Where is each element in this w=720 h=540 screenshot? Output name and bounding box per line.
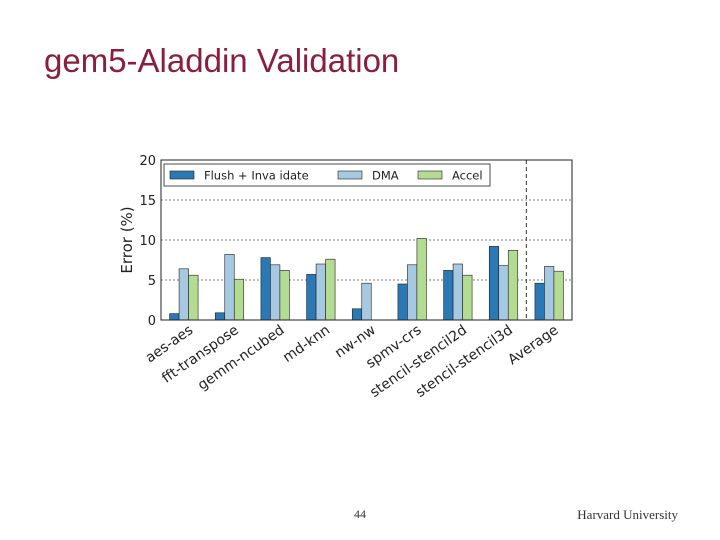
legend-box: [163, 163, 491, 187]
y-tick-label: 10: [139, 234, 156, 249]
bar: [233, 278, 245, 321]
legend-swatch: [169, 170, 195, 180]
bar: [507, 250, 519, 321]
y-tick-label: 15: [139, 194, 156, 209]
legend: Flush + Inva idate DMA Accel: [163, 163, 491, 187]
bar: [361, 282, 372, 321]
bar: [534, 282, 545, 321]
legend-swatch: [417, 170, 443, 180]
bar: [443, 270, 454, 321]
legend-label: DMA: [372, 169, 399, 183]
bar: [462, 274, 473, 321]
bar: [279, 270, 290, 321]
legend-label: Flush + Inva idate: [204, 169, 309, 183]
bar: [498, 265, 509, 321]
x-tick-label: Average: [505, 322, 561, 368]
bar: [351, 308, 363, 321]
bar: [306, 274, 317, 321]
page-number: 44: [354, 507, 366, 521]
legend-swatch: [337, 170, 363, 180]
bars: [169, 238, 564, 321]
bar: [553, 270, 564, 321]
bar: [270, 264, 281, 321]
bar: [315, 263, 326, 321]
y-tick-label: 5: [148, 274, 156, 289]
x-tick-label: md-knn: [280, 322, 333, 366]
bar: [407, 264, 418, 321]
slide-title: gem5-Aladdin Validation: [44, 42, 400, 79]
plot-frame: [160, 159, 573, 321]
bar: [188, 274, 199, 321]
bar: [224, 254, 235, 321]
bar: [325, 258, 336, 321]
bar: [260, 257, 271, 321]
y-tick-label: 0: [148, 314, 156, 329]
bar: [397, 283, 408, 321]
y-axis-label: Error (%): [118, 206, 136, 273]
bar: [452, 263, 463, 321]
bar: [214, 312, 226, 321]
bar: [544, 266, 555, 321]
bar: [488, 246, 500, 321]
legend-label: Accel: [452, 169, 483, 183]
bar: [169, 313, 180, 321]
bar: [416, 238, 427, 321]
footer-organization: Harvard University: [577, 507, 678, 522]
bar: [178, 268, 189, 321]
y-tick-label: 20: [139, 154, 156, 169]
